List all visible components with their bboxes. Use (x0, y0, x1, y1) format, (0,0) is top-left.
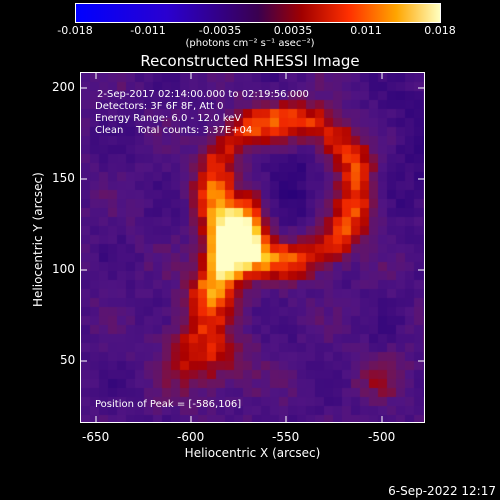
colorbar-tick: 0.0035 (273, 24, 313, 37)
y-tick-label: 50 (60, 353, 76, 367)
timestamp: 6-Sep-2022 12:17 (388, 484, 496, 498)
x-tick-label: -650 (82, 430, 110, 444)
x-tick-label: -550 (272, 430, 300, 444)
colorbar-tick: 0.018 (424, 24, 456, 37)
colorbar-gradient (76, 4, 440, 22)
info-clean: Clean Total counts: 3.37E+04 (95, 125, 253, 136)
y-tick-label: 150 (52, 171, 75, 185)
y-axis-label: Heliocentric Y (arcsec) (31, 172, 45, 307)
x-tick-label: -600 (177, 430, 205, 444)
colorbar-tick: -0.0035 (198, 24, 242, 37)
x-axis-label: Heliocentric X (arcsec) (184, 446, 321, 460)
colorbar-tick: -0.018 (57, 24, 93, 37)
info-energy: Energy Range: 6.0 - 12.0 keV (95, 113, 242, 124)
info-peak-position: Position of Peak = [-586,106] (95, 399, 242, 410)
x-tick-label: -500 (368, 430, 396, 444)
image-title: Reconstructed RHESSI Image (140, 52, 360, 70)
colorbar-tick: 0.011 (350, 24, 382, 37)
y-tick-label: 100 (52, 262, 75, 276)
colorbar-units: (photons cm⁻² s⁻¹ asec⁻²) (185, 38, 315, 49)
colorbar (75, 3, 441, 23)
info-time-range: 2-Sep-2017 02:14:00.000 to 02:19:56.000 (97, 89, 309, 100)
image-frame: 2-Sep-2017 02:14:00.000 to 02:19:56.000 … (80, 72, 425, 423)
reconstructed-image (81, 73, 424, 422)
colorbar-tick: -0.011 (130, 24, 166, 37)
info-detectors: Detectors: 3F 6F 8F, Att 0 (95, 101, 224, 112)
y-tick-label: 200 (52, 80, 75, 94)
